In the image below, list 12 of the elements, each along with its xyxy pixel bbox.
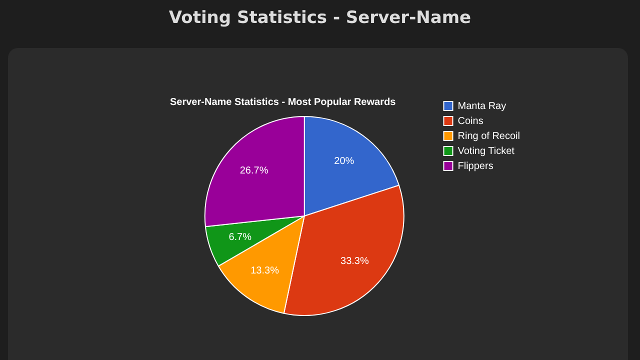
data-label: 26.7% bbox=[240, 166, 268, 177]
legend-label: Ring of Recoil bbox=[458, 130, 520, 142]
data-label: 6.7% bbox=[228, 232, 252, 243]
legend-label: Voting Ticket bbox=[458, 146, 515, 157]
data-label: 13.3% bbox=[250, 266, 280, 277]
legend-label: Coins bbox=[458, 116, 484, 127]
legend-label: Manta Ray bbox=[458, 100, 506, 112]
legend-label: Flippers bbox=[458, 160, 494, 172]
data-label: 33.3% bbox=[340, 256, 369, 267]
data-label: 20% bbox=[334, 156, 354, 168]
chart-subtitle: Server-Name Statistics - Most Popular Rewards bbox=[170, 96, 396, 108]
chart-title: Voting Statistics - Server-Name bbox=[168, 8, 472, 28]
